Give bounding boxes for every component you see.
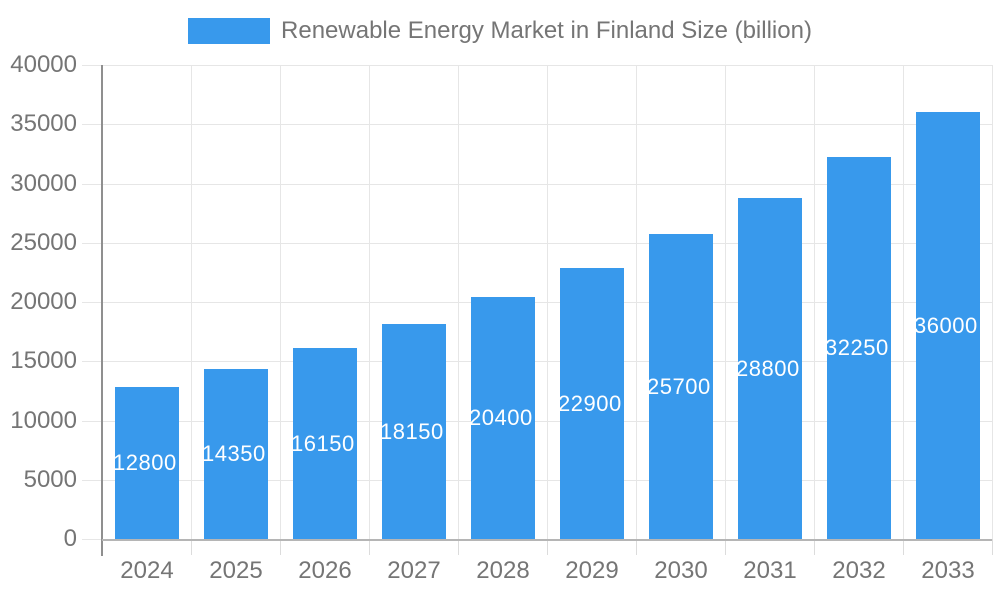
x-axis-label: 2027 bbox=[387, 557, 441, 584]
y-axis-tick bbox=[82, 184, 102, 185]
x-gridline bbox=[191, 65, 192, 539]
x-gridline bbox=[458, 65, 459, 539]
x-axis-tick bbox=[903, 539, 904, 555]
y-axis-tick bbox=[82, 421, 102, 422]
y-axis-label: 10000 bbox=[10, 407, 77, 434]
bar-2026[interactable] bbox=[293, 348, 357, 539]
y-axis-tick bbox=[82, 361, 102, 362]
y-axis-tick bbox=[82, 243, 102, 244]
y-axis-label: 35000 bbox=[10, 110, 77, 137]
bar-value-label: 16150 bbox=[291, 431, 355, 456]
x-axis-label: 2033 bbox=[921, 557, 975, 584]
bar-value-label: 36000 bbox=[914, 313, 978, 338]
y-axis-label: 20000 bbox=[10, 288, 77, 315]
x-gridline bbox=[636, 65, 637, 539]
bar-value-label: 32250 bbox=[825, 335, 889, 360]
x-axis-line bbox=[102, 539, 992, 541]
x-axis-label: 2024 bbox=[120, 557, 174, 584]
y-axis-label: 25000 bbox=[10, 229, 77, 256]
y-axis-label: 40000 bbox=[10, 51, 77, 78]
chart-legend[interactable]: Renewable Energy Market in Finland Size … bbox=[0, 17, 1000, 45]
bar-value-label: 14350 bbox=[202, 441, 266, 466]
x-axis-label: 2028 bbox=[476, 557, 530, 584]
bar-2024[interactable] bbox=[115, 387, 179, 539]
bar-2027[interactable] bbox=[382, 324, 446, 539]
legend-swatch-icon bbox=[188, 18, 271, 44]
x-axis-tick bbox=[636, 539, 637, 555]
bar-value-label: 20400 bbox=[469, 405, 533, 430]
x-axis-tick bbox=[814, 539, 815, 555]
x-gridline bbox=[992, 65, 993, 539]
y-axis-line bbox=[101, 65, 103, 556]
y-axis-tick bbox=[82, 539, 102, 540]
y-axis-tick bbox=[82, 65, 102, 66]
y-axis-tick bbox=[82, 302, 102, 303]
x-gridline bbox=[280, 65, 281, 539]
bar-2031[interactable] bbox=[738, 198, 802, 539]
y-axis-label: 15000 bbox=[10, 347, 77, 374]
y-axis-label: 0 bbox=[63, 525, 77, 552]
x-gridline bbox=[547, 65, 548, 539]
x-axis-tick bbox=[191, 539, 192, 555]
y-axis-label: 5000 bbox=[23, 466, 77, 493]
x-gridline bbox=[903, 65, 904, 539]
x-axis-tick bbox=[725, 539, 726, 555]
x-axis-label: 2031 bbox=[743, 557, 797, 584]
x-gridline bbox=[814, 65, 815, 539]
x-axis-label: 2029 bbox=[565, 557, 619, 584]
x-gridline bbox=[369, 65, 370, 539]
bar-value-label: 28800 bbox=[736, 356, 800, 381]
x-axis-tick bbox=[547, 539, 548, 555]
bar-value-label: 12800 bbox=[113, 450, 177, 475]
bar-value-label: 22900 bbox=[558, 391, 622, 416]
bar-2028[interactable] bbox=[471, 297, 535, 539]
bar-2030[interactable] bbox=[649, 234, 713, 539]
x-axis-tick bbox=[369, 539, 370, 555]
bar-2032[interactable] bbox=[827, 157, 891, 539]
bar-2025[interactable] bbox=[204, 369, 268, 539]
bar-value-label: 25700 bbox=[647, 374, 711, 399]
bar-2033[interactable] bbox=[916, 112, 980, 539]
chart-title: Renewable Energy Market in Finland Size … bbox=[281, 17, 812, 44]
y-axis-label: 30000 bbox=[10, 170, 77, 197]
x-axis-label: 2032 bbox=[832, 557, 886, 584]
y-axis-tick bbox=[82, 124, 102, 125]
x-axis-tick bbox=[992, 539, 993, 555]
bar-2029[interactable] bbox=[560, 268, 624, 539]
x-axis-tick bbox=[280, 539, 281, 555]
x-gridline bbox=[725, 65, 726, 539]
bar-value-label: 18150 bbox=[380, 419, 444, 444]
x-axis-tick bbox=[458, 539, 459, 555]
x-axis-label: 2030 bbox=[654, 557, 708, 584]
x-axis-label: 2025 bbox=[209, 557, 263, 584]
x-axis-label: 2026 bbox=[298, 557, 352, 584]
y-axis-tick bbox=[82, 480, 102, 481]
